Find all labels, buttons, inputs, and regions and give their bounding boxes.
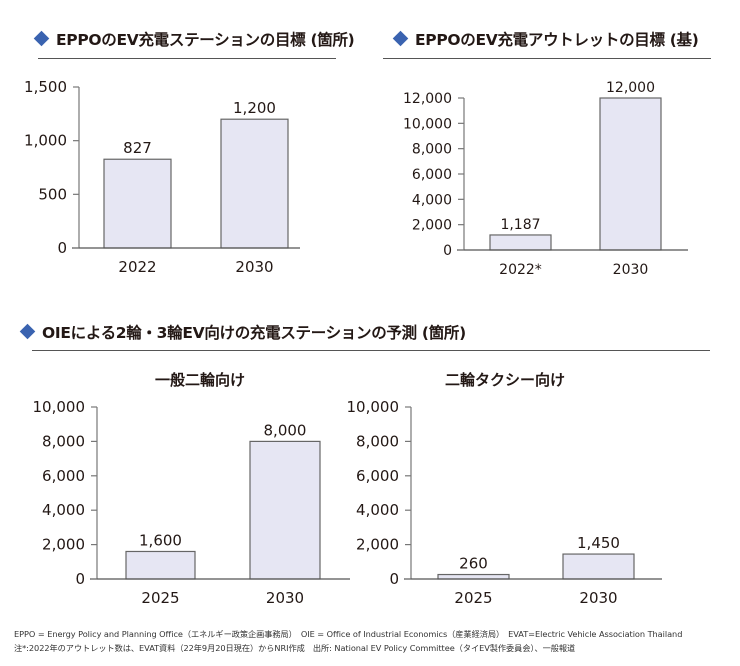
y-tick-label: 1,000 <box>24 132 67 150</box>
subtitle-two-wheeler-taxi: 二輪タクシー向け <box>444 371 565 389</box>
y-tick-label: 10,000 <box>33 398 86 416</box>
y-tick-label: 0 <box>57 239 67 257</box>
x-tick-label: 2025 <box>141 589 179 607</box>
data-label: 1,600 <box>139 531 182 549</box>
chart-oie-general: 1,600 2025 8,000 2030 0 2,000 4,000 6,000 8,000 1… <box>33 398 350 607</box>
y-tick-label: 4,000 <box>356 501 399 519</box>
section-divider <box>383 58 711 59</box>
y-tick-label: 2,000 <box>42 536 85 554</box>
y-tick-label: 6,000 <box>412 167 452 183</box>
section-title-oie: OIEによる2輪・3輪EV向けの充電ステーションの予測 (箇所) <box>19 321 466 343</box>
bar <box>125 550 196 580</box>
y-tick-label: 4,000 <box>42 501 85 519</box>
y-tick-label: 8,000 <box>356 432 399 450</box>
section-title-text: EPPOのEV充電アウトレットの目標 (基) <box>415 31 699 49</box>
data-label: 12,000 <box>606 80 655 96</box>
y-tick-label: 8,000 <box>42 432 85 450</box>
y-tick-label: 10,000 <box>403 116 452 132</box>
section-title-text: EPPOのEV充電ステーションの目標 (箇所) <box>56 31 355 49</box>
y-tick-label: 10,000 <box>347 398 400 416</box>
section-divider <box>32 350 710 351</box>
section-title-eppo-outlets: EPPOのEV充電アウトレットの目標 (基) <box>392 28 699 50</box>
y-tick-label: 0 <box>389 570 399 588</box>
y-tick-label: 6,000 <box>356 467 399 485</box>
bar <box>489 234 552 251</box>
bar <box>599 97 662 251</box>
data-label: 827 <box>123 139 152 157</box>
x-tick-label: 2025 <box>454 589 492 607</box>
x-tick-label: 2022* <box>499 262 542 278</box>
x-tick-label: 2022 <box>118 258 156 276</box>
footnote-notes-source: 注*:2022年のアウトレット数は、EVAT資料（22年9月20日現在）からNR… <box>14 643 576 653</box>
data-label: 260 <box>459 555 488 573</box>
y-tick-label: 0 <box>443 243 452 259</box>
x-tick-label: 2030 <box>613 262 649 278</box>
section-title-eppo-stations: EPPOのEV充電ステーションの目標 (箇所) <box>33 28 355 50</box>
bar <box>249 440 321 580</box>
chart-eppo-outlets: 1,187 2022* 12,000 2030 0 2,000 4,000 6,000 8,00… <box>403 80 688 278</box>
section-divider <box>38 58 336 59</box>
section-title-text: OIEによる2輪・3輪EV向けの充電ステーションの予測 (箇所) <box>42 324 466 342</box>
footnote-abbreviations: EPPO = Energy Policy and Planning Office… <box>14 629 683 639</box>
bar <box>562 553 635 580</box>
y-tick-label: 12,000 <box>403 91 452 107</box>
y-tick-label: 2,000 <box>412 218 452 234</box>
y-tick-label: 500 <box>38 185 67 203</box>
x-tick-label: 2030 <box>579 589 617 607</box>
chart-eppo-stations: 827 2022 1,200 2030 0 500 1,000 1,500 <box>24 78 300 276</box>
x-tick-label: 2030 <box>235 258 273 276</box>
y-tick-label: 0 <box>75 570 85 588</box>
chart-oie-taxi: 260 2025 1,450 2030 0 2,000 4,000 6,000 8,000 10,… <box>347 398 662 607</box>
x-tick-label: 2030 <box>266 589 304 607</box>
y-tick-label: 8,000 <box>412 142 452 158</box>
bar <box>437 573 510 580</box>
y-tick-label: 2,000 <box>356 536 399 554</box>
y-tick-label: 4,000 <box>412 192 452 208</box>
y-tick-label: 6,000 <box>42 467 85 485</box>
data-label: 8,000 <box>264 421 307 439</box>
data-label: 1,187 <box>500 217 540 233</box>
bar <box>220 118 289 249</box>
subtitle-general-two-wheeler: 一般二輪向け <box>154 371 245 389</box>
y-tick-label: 1,500 <box>24 78 67 96</box>
bar <box>103 158 172 249</box>
data-label: 1,450 <box>577 534 620 552</box>
data-label: 1,200 <box>233 99 276 117</box>
